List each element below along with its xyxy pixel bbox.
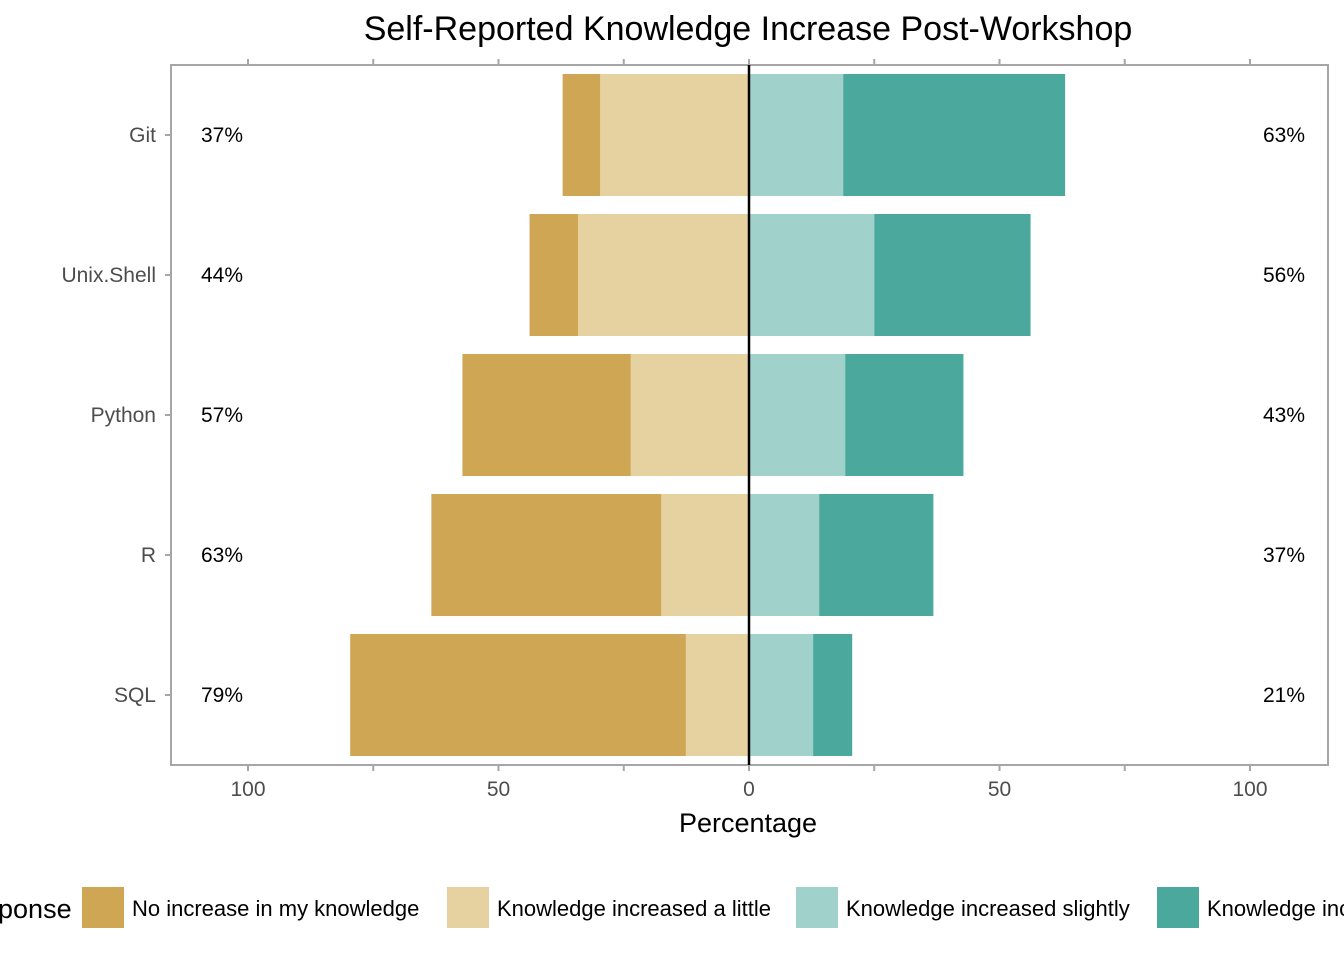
bar-segment bbox=[431, 494, 662, 616]
bar-segment bbox=[749, 214, 875, 336]
bar-segment bbox=[529, 214, 579, 336]
legend-label: No increase in my knowledge bbox=[132, 896, 419, 921]
legend-key bbox=[82, 887, 124, 928]
bar-segment bbox=[630, 354, 749, 476]
bar-segment bbox=[685, 634, 749, 756]
bar-segment bbox=[813, 634, 853, 756]
right-total-label: 21% bbox=[1263, 684, 1305, 707]
bar-segment bbox=[462, 354, 631, 476]
bar-segment bbox=[350, 634, 686, 756]
x-axis-title: Percentage bbox=[679, 808, 817, 838]
category-label: Git bbox=[129, 124, 156, 147]
bar-segment bbox=[845, 354, 964, 476]
category-label: Unix.Shell bbox=[61, 264, 156, 287]
bar-segment bbox=[819, 494, 934, 616]
bar-segment bbox=[661, 494, 749, 616]
bar-segment bbox=[578, 214, 749, 336]
bar-segment bbox=[749, 354, 846, 476]
x-tick-label: 50 bbox=[487, 778, 510, 801]
left-total-label: 63% bbox=[201, 544, 243, 567]
category-label: R bbox=[141, 544, 156, 567]
legend-label: Knowledge increased a little bbox=[497, 896, 771, 921]
left-total-label: 79% bbox=[201, 684, 243, 707]
left-total-label: 37% bbox=[201, 124, 243, 147]
bar-segment bbox=[749, 74, 844, 196]
x-tick-label: 0 bbox=[743, 778, 755, 801]
left-total-label: 44% bbox=[201, 264, 243, 287]
left-total-label: 57% bbox=[201, 404, 243, 427]
legend-key bbox=[796, 887, 838, 928]
legend-label: Knowledge increased slightly bbox=[846, 896, 1130, 921]
x-tick-label: 100 bbox=[1232, 778, 1267, 801]
bar-segment bbox=[749, 494, 820, 616]
legend-key bbox=[447, 887, 489, 928]
chart-title: Self-Reported Knowledge Increase Post-Wo… bbox=[364, 10, 1133, 48]
x-tick-label: 100 bbox=[230, 778, 265, 801]
right-total-label: 43% bbox=[1263, 404, 1305, 427]
right-total-label: 63% bbox=[1263, 124, 1305, 147]
x-tick-label: 50 bbox=[988, 778, 1011, 801]
legend-key bbox=[1157, 887, 1199, 928]
right-total-label: 56% bbox=[1263, 264, 1305, 287]
bar-segment bbox=[600, 74, 749, 196]
plot-area: Git 37% 63% Unix.Shell 44% 56% Python 57% 43% R 63… bbox=[61, 59, 1329, 801]
category-label: SQL bbox=[114, 684, 156, 707]
right-total-label: 37% bbox=[1263, 544, 1305, 567]
legend-label: Knowledge increased greatly bbox=[1207, 896, 1344, 921]
bar-segment bbox=[562, 74, 601, 196]
category-label: Python bbox=[91, 404, 156, 427]
bar-segment bbox=[843, 74, 1066, 196]
legend: Response No increase in my knowledge Knowl… bbox=[0, 887, 1344, 928]
bar-segment bbox=[749, 634, 814, 756]
legend-title: Response bbox=[0, 894, 72, 924]
bar-segment bbox=[874, 214, 1031, 336]
